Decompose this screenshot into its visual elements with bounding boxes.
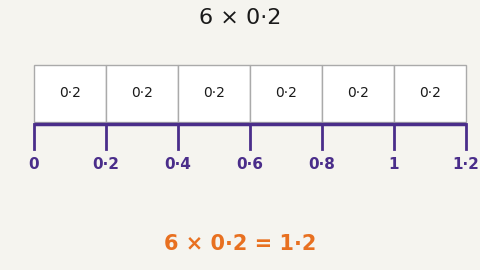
Text: 0·6: 0·6 bbox=[236, 157, 263, 172]
Bar bbox=[106, 65, 178, 122]
Text: 1·2: 1·2 bbox=[452, 157, 479, 172]
Text: 0·2: 0·2 bbox=[347, 86, 369, 100]
Bar bbox=[250, 65, 322, 122]
Bar bbox=[34, 65, 106, 122]
Text: 1: 1 bbox=[388, 157, 399, 172]
Bar bbox=[322, 65, 394, 122]
Bar bbox=[394, 65, 466, 122]
Text: 6 × 0·2 = 1·2: 6 × 0·2 = 1·2 bbox=[164, 234, 316, 254]
Text: 0·2: 0·2 bbox=[131, 86, 153, 100]
Text: 0·2: 0·2 bbox=[59, 86, 81, 100]
Text: 0·2: 0·2 bbox=[275, 86, 297, 100]
Text: 0·8: 0·8 bbox=[308, 157, 335, 172]
Text: 0: 0 bbox=[28, 157, 39, 172]
Text: 0·2: 0·2 bbox=[419, 86, 441, 100]
Text: 0·2: 0·2 bbox=[92, 157, 119, 172]
Bar bbox=[178, 65, 250, 122]
Text: 6 × 0·2: 6 × 0·2 bbox=[199, 8, 281, 28]
Text: 0·4: 0·4 bbox=[164, 157, 191, 172]
Text: 0·2: 0·2 bbox=[203, 86, 225, 100]
